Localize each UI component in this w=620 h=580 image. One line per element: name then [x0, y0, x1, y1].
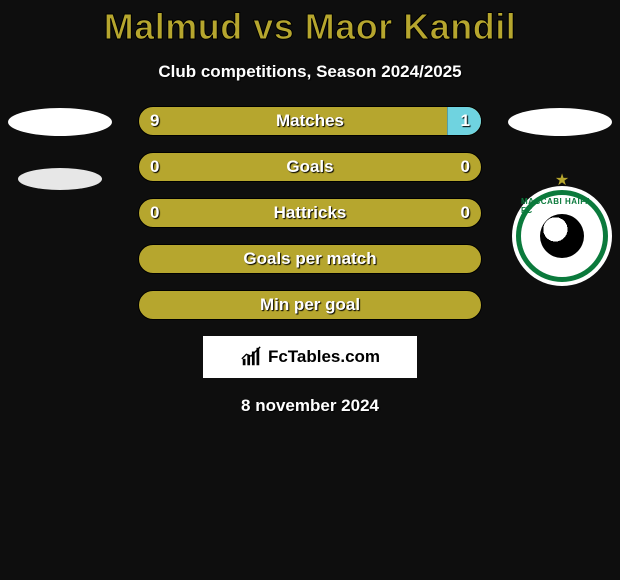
- stat-bar-track: [138, 244, 482, 274]
- player-left-avatar: [8, 106, 112, 190]
- stat-bar: Goals00: [138, 152, 482, 182]
- soccer-ball-icon: [540, 214, 584, 258]
- brand-text: FcTables.com: [268, 347, 380, 367]
- brand-logo-box: FcTables.com: [203, 336, 417, 378]
- date-text: 8 november 2024: [0, 396, 620, 416]
- avatar-placeholder-ellipse: [8, 108, 112, 136]
- stat-bar-track: [138, 106, 482, 136]
- avatar-placeholder-ellipse: [18, 168, 102, 190]
- stat-bar: Hattricks00: [138, 198, 482, 228]
- bar-chart-icon: [240, 346, 262, 368]
- star-icon: ★: [555, 170, 569, 190]
- player-right-avatar: [508, 106, 612, 136]
- comparison-stage: ★ MACCABI HAIFA FC Matches91 Goals00 Hattr…: [0, 106, 620, 416]
- club-badge-ring: MACCABI HAIFA FC: [516, 190, 608, 282]
- club-badge: ★ MACCABI HAIFA FC: [512, 186, 612, 286]
- stat-bar: Goals per match: [138, 244, 482, 274]
- subtitle: Club competitions, Season 2024/2025: [0, 62, 620, 82]
- page-title: Malmud vs Maor Kandil: [0, 0, 620, 48]
- avatar-placeholder-ellipse: [508, 108, 612, 136]
- comparison-bars: Matches91 Goals00 Hattricks00 Goals per mat…: [138, 106, 482, 320]
- club-badge-text: MACCABI HAIFA FC: [521, 197, 603, 215]
- stat-bar-track: [138, 152, 482, 182]
- stat-bar-track: [138, 290, 482, 320]
- stat-bar: Min per goal: [138, 290, 482, 320]
- stat-bar-track: [138, 198, 482, 228]
- stat-bar-right-segment: [447, 107, 481, 135]
- stat-bar: Matches91: [138, 106, 482, 136]
